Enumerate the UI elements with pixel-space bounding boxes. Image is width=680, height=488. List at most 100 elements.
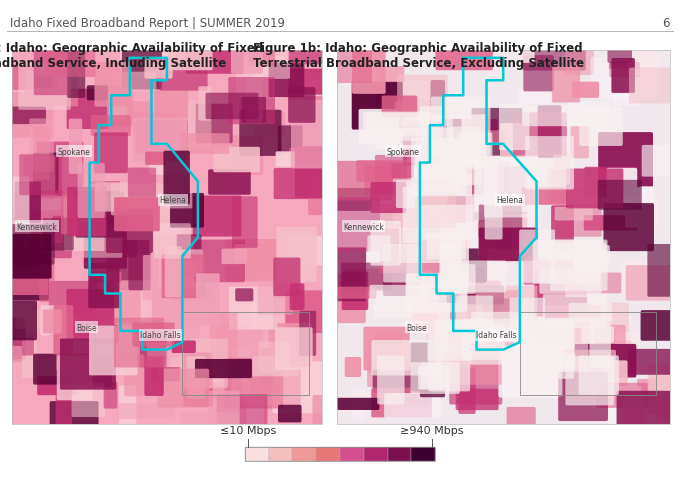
- FancyBboxPatch shape: [288, 74, 333, 97]
- FancyBboxPatch shape: [342, 272, 369, 310]
- FancyBboxPatch shape: [418, 366, 449, 390]
- FancyBboxPatch shape: [278, 405, 301, 423]
- FancyBboxPatch shape: [241, 98, 266, 123]
- FancyBboxPatch shape: [607, 69, 660, 102]
- FancyBboxPatch shape: [11, 93, 53, 138]
- FancyBboxPatch shape: [275, 152, 296, 167]
- FancyBboxPatch shape: [67, 289, 114, 340]
- FancyBboxPatch shape: [78, 357, 112, 387]
- FancyBboxPatch shape: [259, 348, 279, 386]
- FancyBboxPatch shape: [192, 196, 241, 237]
- FancyBboxPatch shape: [579, 356, 619, 395]
- Text: Idaho Falls: Idaho Falls: [476, 330, 517, 340]
- FancyBboxPatch shape: [539, 268, 601, 294]
- FancyBboxPatch shape: [501, 123, 526, 144]
- FancyBboxPatch shape: [479, 222, 513, 258]
- FancyBboxPatch shape: [22, 341, 37, 378]
- FancyBboxPatch shape: [449, 356, 503, 405]
- FancyBboxPatch shape: [15, 182, 41, 223]
- FancyBboxPatch shape: [479, 205, 522, 249]
- FancyBboxPatch shape: [229, 287, 273, 330]
- FancyBboxPatch shape: [522, 188, 566, 205]
- FancyBboxPatch shape: [217, 394, 267, 444]
- FancyBboxPatch shape: [56, 356, 92, 400]
- FancyBboxPatch shape: [447, 320, 471, 365]
- FancyBboxPatch shape: [186, 356, 205, 399]
- FancyBboxPatch shape: [352, 389, 366, 420]
- FancyBboxPatch shape: [534, 268, 587, 317]
- FancyBboxPatch shape: [368, 345, 422, 374]
- FancyBboxPatch shape: [447, 165, 507, 221]
- FancyBboxPatch shape: [114, 318, 164, 368]
- FancyBboxPatch shape: [33, 153, 58, 194]
- FancyBboxPatch shape: [242, 365, 301, 406]
- FancyBboxPatch shape: [218, 324, 262, 374]
- FancyBboxPatch shape: [75, 192, 124, 238]
- FancyBboxPatch shape: [103, 382, 118, 409]
- FancyBboxPatch shape: [87, 86, 108, 101]
- FancyBboxPatch shape: [7, 318, 26, 360]
- FancyBboxPatch shape: [277, 324, 311, 367]
- FancyBboxPatch shape: [584, 167, 636, 198]
- FancyBboxPatch shape: [403, 187, 420, 244]
- FancyBboxPatch shape: [67, 89, 109, 130]
- FancyBboxPatch shape: [435, 46, 493, 71]
- FancyBboxPatch shape: [67, 187, 107, 237]
- FancyBboxPatch shape: [0, 222, 30, 248]
- FancyBboxPatch shape: [485, 202, 503, 240]
- FancyBboxPatch shape: [107, 87, 133, 125]
- FancyBboxPatch shape: [172, 341, 196, 353]
- FancyBboxPatch shape: [258, 342, 290, 373]
- FancyBboxPatch shape: [475, 349, 499, 365]
- FancyBboxPatch shape: [115, 73, 156, 92]
- FancyBboxPatch shape: [586, 245, 610, 263]
- FancyBboxPatch shape: [116, 281, 152, 331]
- FancyBboxPatch shape: [254, 112, 285, 136]
- FancyBboxPatch shape: [205, 94, 258, 120]
- FancyBboxPatch shape: [479, 221, 503, 238]
- FancyBboxPatch shape: [95, 183, 129, 212]
- FancyBboxPatch shape: [273, 258, 301, 297]
- FancyBboxPatch shape: [177, 235, 201, 261]
- FancyBboxPatch shape: [6, 177, 29, 227]
- Text: Boise: Boise: [76, 323, 97, 332]
- FancyBboxPatch shape: [118, 403, 175, 419]
- FancyBboxPatch shape: [558, 372, 608, 421]
- FancyBboxPatch shape: [6, 258, 41, 279]
- FancyBboxPatch shape: [383, 244, 422, 283]
- FancyBboxPatch shape: [352, 82, 403, 130]
- FancyBboxPatch shape: [147, 343, 168, 394]
- FancyBboxPatch shape: [133, 323, 175, 347]
- FancyBboxPatch shape: [25, 72, 78, 107]
- FancyBboxPatch shape: [122, 38, 162, 90]
- FancyBboxPatch shape: [111, 282, 141, 323]
- FancyBboxPatch shape: [28, 199, 72, 211]
- FancyBboxPatch shape: [367, 236, 390, 262]
- FancyBboxPatch shape: [411, 139, 462, 195]
- FancyBboxPatch shape: [557, 343, 588, 375]
- FancyBboxPatch shape: [483, 299, 520, 326]
- FancyBboxPatch shape: [252, 357, 299, 377]
- FancyBboxPatch shape: [273, 362, 324, 413]
- FancyBboxPatch shape: [67, 47, 85, 99]
- FancyBboxPatch shape: [628, 349, 673, 375]
- FancyBboxPatch shape: [284, 354, 310, 372]
- FancyBboxPatch shape: [358, 110, 399, 145]
- Text: Figure 1b: Idaho: Geographic Availability of Fixed
Terrestrial Broadband Service: Figure 1b: Idaho: Geographic Availabilit…: [253, 41, 583, 69]
- FancyBboxPatch shape: [134, 194, 182, 233]
- FancyBboxPatch shape: [92, 104, 127, 120]
- FancyBboxPatch shape: [407, 233, 469, 288]
- FancyBboxPatch shape: [152, 367, 181, 382]
- FancyBboxPatch shape: [428, 343, 470, 392]
- FancyBboxPatch shape: [435, 354, 459, 369]
- FancyBboxPatch shape: [161, 250, 203, 277]
- FancyBboxPatch shape: [462, 319, 523, 360]
- FancyBboxPatch shape: [371, 341, 441, 376]
- FancyBboxPatch shape: [451, 127, 481, 186]
- FancyBboxPatch shape: [379, 204, 439, 260]
- FancyBboxPatch shape: [556, 192, 571, 237]
- FancyBboxPatch shape: [623, 395, 645, 447]
- FancyBboxPatch shape: [0, 209, 41, 225]
- FancyBboxPatch shape: [467, 301, 498, 323]
- FancyBboxPatch shape: [499, 105, 530, 151]
